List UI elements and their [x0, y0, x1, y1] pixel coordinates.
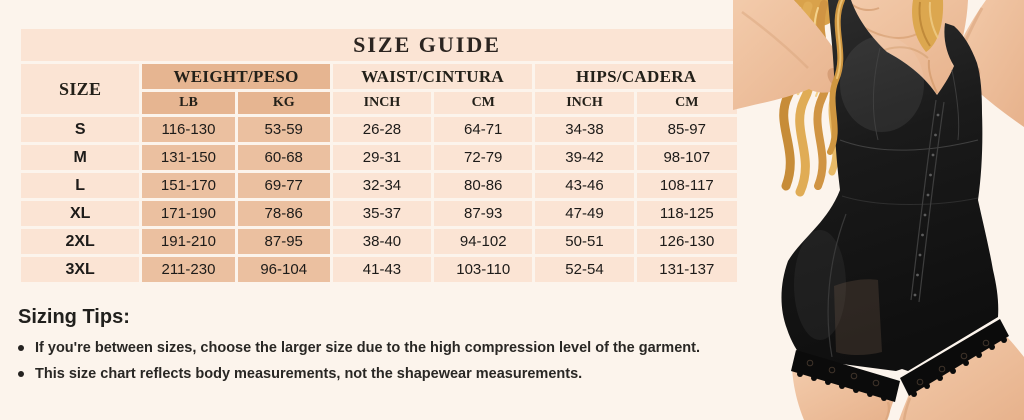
lace-trim-right	[900, 319, 1009, 397]
header-weight-kg: KG	[237, 92, 330, 114]
cell-weight-lb: 211-230	[142, 257, 235, 282]
cell-weight-kg: 87-95	[237, 229, 330, 254]
sizing-tips-heading: Sizing Tips:	[18, 306, 130, 328]
cell-hips-inch: 39-42	[535, 145, 634, 170]
bullet-icon	[18, 371, 24, 377]
table-row: XL 171-190 78-86 35-37 87-93 47-49 118-125	[21, 201, 737, 226]
cell-waist-inch: 29-31	[332, 145, 432, 170]
cell-hips-cm: 131-137	[636, 257, 737, 282]
cell-waist-inch: 35-37	[332, 201, 432, 226]
cell-hips-cm: 118-125	[636, 201, 737, 226]
model-photo	[733, 0, 1024, 420]
bullet-icon	[18, 345, 24, 351]
title-row: SIZE GUIDE	[21, 29, 737, 61]
cell-weight-kg: 53-59	[237, 117, 330, 142]
header-group-row: SIZE WEIGHT/PESO WAIST/CINTURA HIPS/CADE…	[21, 64, 737, 114]
cell-waist-cm: 94-102	[434, 229, 533, 254]
table-row: L 151-170 69-77 32-34 80-86 43-46 108-117	[21, 173, 737, 198]
cell-hips-cm: 85-97	[636, 117, 737, 142]
cell-waist-inch: 38-40	[332, 229, 432, 254]
header-waist: WAIST/CINTURA	[332, 64, 533, 89]
cell-weight-kg: 78-86	[237, 201, 330, 226]
cell-waist-cm: 80-86	[434, 173, 533, 198]
cell-weight-lb: 171-190	[142, 201, 235, 226]
cell-waist-cm: 64-71	[434, 117, 533, 142]
table-row: 2XL 191-210 87-95 38-40 94-102 50-51 126-130	[21, 229, 737, 254]
cell-hips-inch: 34-38	[535, 117, 634, 142]
cell-weight-lb: 151-170	[142, 173, 235, 198]
table-row: S 116-130 53-59 26-28 64-71 34-38 85-97	[21, 117, 737, 142]
header-weight-lb: LB	[142, 92, 235, 114]
cell-hips-inch: 50-51	[535, 229, 634, 254]
header-waist-inch: INCH	[332, 92, 432, 114]
header-size: SIZE	[21, 64, 140, 114]
header-waist-cm: CM	[434, 92, 533, 114]
cell-weight-kg: 60-68	[237, 145, 330, 170]
cell-weight-kg: 96-104	[237, 257, 330, 282]
cell-size: S	[21, 117, 140, 142]
cell-weight-kg: 69-77	[237, 173, 330, 198]
size-guide-table: SIZE GUIDE SIZE WEIGHT/PESO WAIST/CINTUR…	[18, 26, 740, 285]
hair-front-strands	[827, 0, 944, 155]
cell-waist-cm: 72-79	[434, 145, 533, 170]
cell-waist-inch: 32-34	[332, 173, 432, 198]
cell-hips-inch: 47-49	[535, 201, 634, 226]
table-row: M 131-150 60-68 29-31 72-79 39-42 98-107	[21, 145, 737, 170]
cell-waist-cm: 103-110	[434, 257, 533, 282]
header-hips-inch: INCH	[535, 92, 634, 114]
cell-waist-cm: 87-93	[434, 201, 533, 226]
cell-hips-inch: 43-46	[535, 173, 634, 198]
cell-size: M	[21, 145, 140, 170]
cell-weight-lb: 116-130	[142, 117, 235, 142]
size-table-body: S 116-130 53-59 26-28 64-71 34-38 85-97 M 131-15…	[21, 117, 737, 282]
cell-size: XL	[21, 201, 140, 226]
cell-size: 3XL	[21, 257, 140, 282]
hook-closure	[910, 99, 945, 303]
tip-text: If you're between sizes, choose the larg…	[35, 340, 700, 356]
left-leg	[792, 368, 894, 420]
cell-weight-lb: 131-150	[142, 145, 235, 170]
cell-hips-cm: 126-130	[636, 229, 737, 254]
cell-hips-cm: 98-107	[636, 145, 737, 170]
cell-weight-lb: 191-210	[142, 229, 235, 254]
cell-waist-inch: 26-28	[332, 117, 432, 142]
cell-hips-cm: 108-117	[636, 173, 737, 198]
cell-size: L	[21, 173, 140, 198]
lace-trim-left	[791, 350, 900, 402]
header-weight: WEIGHT/PESO	[142, 64, 330, 89]
cell-waist-inch: 41-43	[332, 257, 432, 282]
cell-size: 2XL	[21, 229, 140, 254]
header-hips-cm: CM	[636, 92, 737, 114]
sizing-tips-section: Sizing Tips: If you're between sizes, ch…	[18, 306, 718, 392]
header-unit-row: LB KG INCH CM INCH CM	[21, 92, 737, 114]
list-item: If you're between sizes, choose the larg…	[18, 340, 718, 356]
table-row: 3XL 211-230 96-104 41-43 103-110 52-54 131-137	[21, 257, 737, 282]
header-hips: HIPS/CADERA	[535, 64, 737, 89]
cell-hips-inch: 52-54	[535, 257, 634, 282]
table-title: SIZE GUIDE	[21, 29, 737, 61]
tip-text: This size chart reflects body measuremen…	[35, 366, 583, 382]
right-leg	[899, 336, 1024, 420]
sizing-tips-list: If you're between sizes, choose the larg…	[18, 340, 718, 382]
list-item: This size chart reflects body measuremen…	[18, 366, 718, 382]
